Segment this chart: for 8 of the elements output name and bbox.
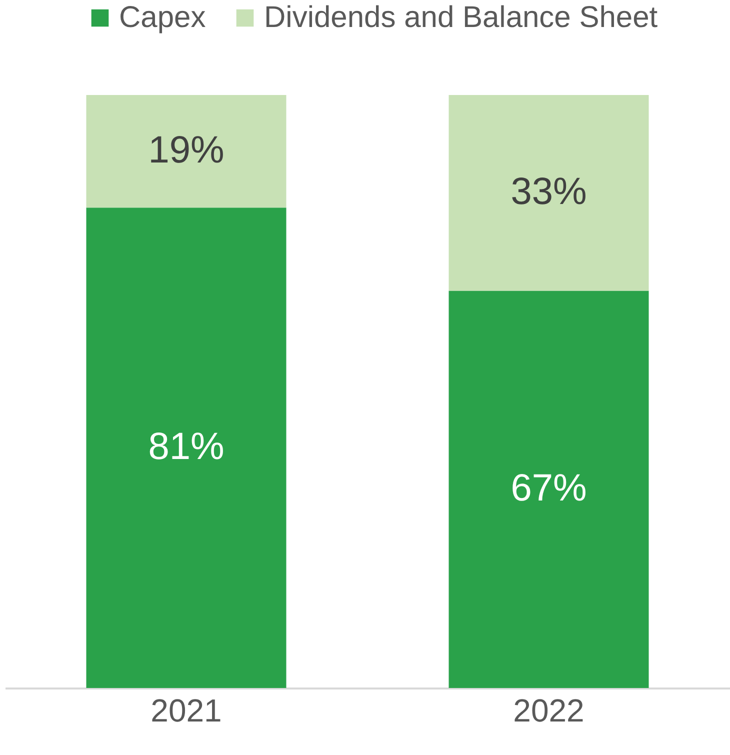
data-label: 33% (510, 170, 587, 213)
legend-label: Capex (119, 1, 206, 34)
data-label: 67% (510, 467, 587, 510)
legend-label: Dividends and Balance Sheet (264, 1, 658, 34)
data-label: 81% (148, 426, 224, 468)
x-tick-label: 2022 (513, 692, 584, 728)
x-tick-label: 2021 (150, 692, 222, 728)
data-label: 19% (148, 129, 224, 172)
